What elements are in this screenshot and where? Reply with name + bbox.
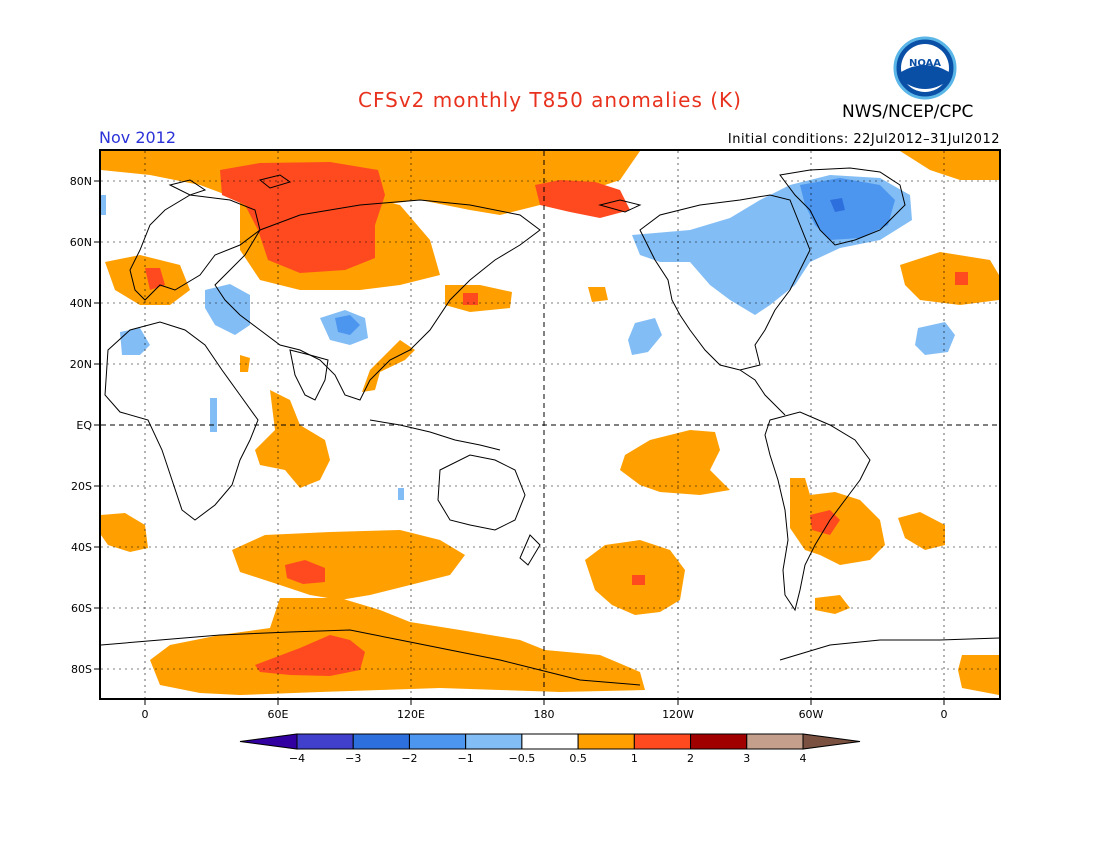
- colorbar-label: 2: [687, 752, 694, 765]
- colorbar-label: −2: [401, 752, 417, 765]
- lon-tick-label: 0: [142, 708, 149, 721]
- colorbar-segment: [521, 733, 579, 750]
- colorbar-label: 3: [743, 752, 750, 765]
- lat-tick-label: 40S: [71, 541, 92, 554]
- lat-tick-label: EQ: [76, 419, 92, 432]
- colorbar-legend: −4 −3 −2 −1 −0.5 0.5 1 2 3 4: [239, 733, 861, 765]
- lat-lon-grid: [101, 151, 999, 698]
- lon-tick-label: 0: [941, 708, 948, 721]
- forecast-period-label: Nov 2012: [99, 128, 177, 147]
- colorbar-segment: [465, 733, 523, 750]
- map-content: [101, 151, 999, 698]
- logo-text: NOAA: [909, 58, 941, 69]
- initial-conditions-label: Initial conditions: 22Jul2012–31Jul2012: [727, 132, 1000, 147]
- lat-tick-label: 80S: [71, 663, 92, 676]
- colorbar-segment: [239, 733, 298, 750]
- lon-tick-label: 120W: [662, 708, 694, 721]
- lat-tick-label: 20N: [70, 358, 92, 371]
- lon-tick-label: 180: [534, 708, 555, 721]
- noaa-logo: NOAA: [893, 36, 957, 100]
- colorbar-label: −1: [458, 752, 474, 765]
- colorbar-segment: [577, 733, 635, 750]
- strong-cool-anomaly-regions: [830, 198, 845, 212]
- lon-tick-label: 60E: [268, 708, 289, 721]
- chart-title: CFSv2 monthly T850 anomalies (K): [358, 88, 742, 112]
- colorbar-segment: [690, 733, 748, 750]
- colorbar-label: 0.5: [569, 752, 587, 765]
- colorbar-label: −0.5: [509, 752, 536, 765]
- colorbar-segment: [408, 733, 467, 750]
- colorbar-label: 1: [631, 752, 638, 765]
- colorbar-segment: [746, 733, 804, 750]
- longitude-axis: 0 60E 120E 180 120W 60W 0: [142, 699, 948, 721]
- organization-label: NWS/NCEP/CPC: [842, 102, 974, 122]
- colorbar-segment: [296, 733, 354, 750]
- lat-tick-label: 20S: [71, 480, 92, 493]
- lon-tick-label: 60W: [799, 708, 824, 721]
- lat-tick-label: 60S: [71, 602, 92, 615]
- colorbar-label: −3: [345, 752, 361, 765]
- lon-tick-label: 120E: [397, 708, 425, 721]
- latitude-axis: 80N 60N 40N 20N EQ 20S 40S 60S 80S: [70, 175, 100, 676]
- colorbar-segment: [352, 733, 410, 750]
- moderate-cool-anomaly-regions: [335, 178, 895, 335]
- equator-dateline-lines: [101, 151, 999, 698]
- colorbar-segment: [633, 733, 692, 750]
- lat-tick-label: 60N: [70, 236, 92, 249]
- coastlines: [101, 167, 999, 686]
- lat-tick-label: 80N: [70, 175, 92, 188]
- colorbar-segment: [802, 733, 861, 750]
- colorbar-label: −4: [289, 752, 305, 765]
- lat-tick-label: 40N: [70, 297, 92, 310]
- strong-warm-anomaly-regions: [145, 162, 968, 676]
- colorbar-label: 4: [800, 752, 807, 765]
